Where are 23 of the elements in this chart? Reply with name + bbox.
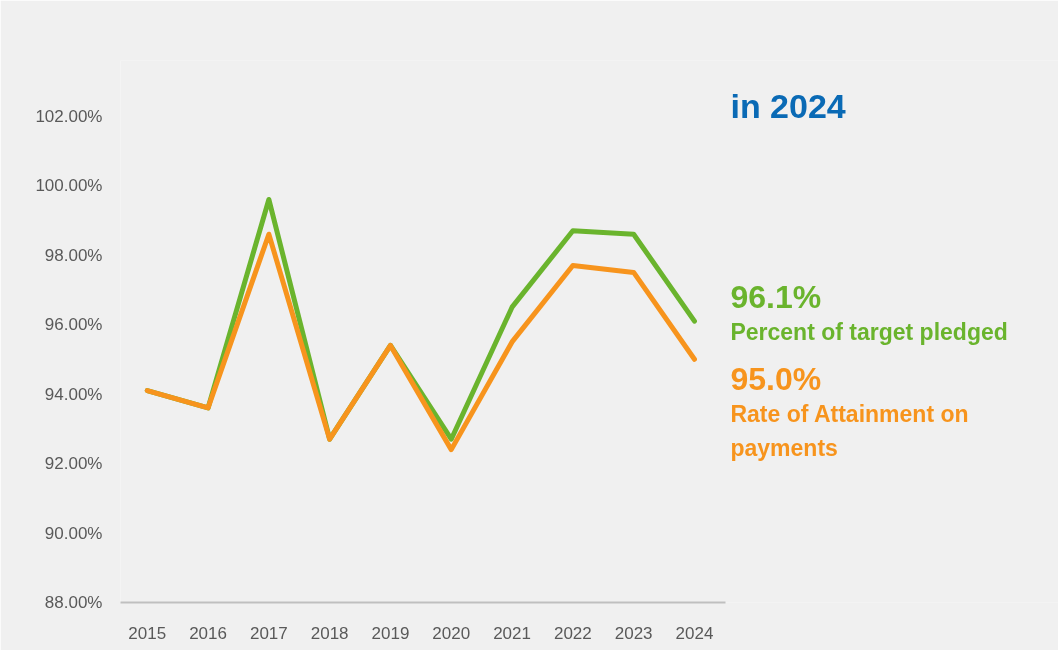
x-tick-label: 2022 (553, 623, 592, 643)
y-tick-label: 92.00% (44, 454, 103, 474)
x-tick-label: 2019 (371, 623, 410, 643)
x-tick-label: 2021 (493, 623, 531, 643)
x-tick-label: 2015 (128, 623, 167, 643)
y-tick-label: 88.00% (44, 593, 103, 612)
y-tick-label: 94.00% (44, 384, 103, 404)
annotation: 96.1% (730, 279, 822, 316)
text: Rate of Attainment on payments (730, 401, 969, 462)
x-tick-label: 2016 (189, 623, 227, 643)
x-tick-label: 2024 (675, 623, 714, 643)
y-tick-label: 102.00% (35, 106, 103, 126)
x-tick-label: 2020 (432, 623, 471, 643)
x-tick-label: 2018 (310, 623, 349, 643)
x-tick-label: 2023 (614, 623, 653, 643)
annotation: 95.0% (730, 361, 822, 398)
y-tick-label: 90.00% (44, 523, 103, 543)
series-label: Percent of target pledged (730, 319, 1008, 346)
y-tick-label: 100.00% (35, 176, 103, 196)
text: in 2024 (730, 86, 846, 125)
x-tick-label: 2017 (249, 623, 288, 643)
y-tick-label: 96.00% (44, 315, 103, 335)
y-tick-label: 98.00% (44, 245, 103, 265)
